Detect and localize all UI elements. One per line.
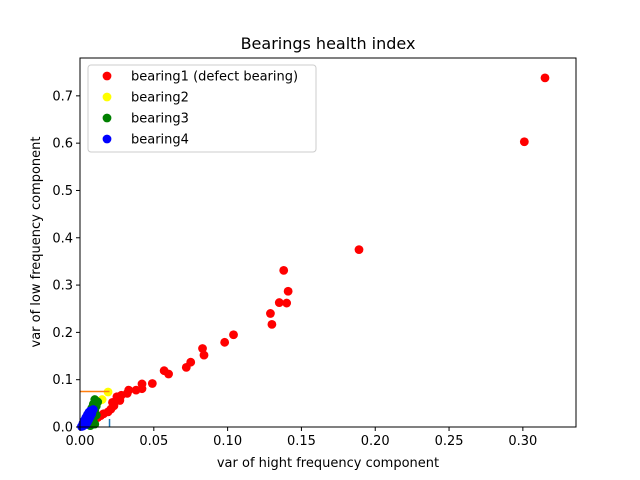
x-tick-label: 0.05 <box>139 434 168 449</box>
y-tick-label: 0.4 <box>52 231 73 246</box>
point-bearing1 <box>266 309 275 318</box>
y-tick-label: 0.5 <box>52 184 73 199</box>
y-tick-label: 0.2 <box>52 326 73 341</box>
x-tick-label: 0.25 <box>435 434 464 449</box>
y-tick-label: 0.1 <box>52 373 73 388</box>
legend-marker <box>102 71 112 81</box>
legend-label: bearing2 <box>131 91 189 106</box>
y-tick-label: 0.7 <box>52 89 73 104</box>
point-bearing1 <box>229 330 238 340</box>
point-bearing1 <box>274 298 284 307</box>
x-tick-label: 0.20 <box>361 434 390 449</box>
legend-label: bearing4 <box>131 133 189 148</box>
y-tick-label: 0.3 <box>52 279 73 294</box>
point-bearing1 <box>282 298 292 308</box>
point-bearing1 <box>181 362 191 372</box>
point-bearing1 <box>131 385 141 395</box>
plot-frame <box>79 57 577 428</box>
point-bearing1 <box>199 350 209 360</box>
legend-label: bearing3 <box>131 112 189 127</box>
point-bearing1 <box>354 245 364 255</box>
y-tick-label: 0.0 <box>52 421 73 436</box>
axis-ticks: 0.00 0.05 0.10 0.15 0.20 0.25 0.30 0.0 0.1 0.2 0.3… <box>52 89 537 449</box>
legend-marker <box>102 92 112 102</box>
x-axis-label: var of hight frequency component <box>217 456 439 471</box>
plot-marks <box>77 73 550 431</box>
legend-marker <box>102 134 112 144</box>
point-bearing1 <box>115 396 125 405</box>
legend-marker <box>102 113 112 123</box>
point-bearing1 <box>198 344 207 353</box>
point-bearing1 <box>519 137 529 147</box>
chart-title: Bearings health index <box>241 34 416 53</box>
point-bearing1 <box>283 286 293 296</box>
point-bearing1 <box>147 379 157 388</box>
x-tick-label: 0.30 <box>508 434 537 449</box>
legend-box <box>87 64 317 153</box>
legend-label: bearing1 (defect bearing) <box>131 70 298 85</box>
point-bearing1 <box>220 337 230 347</box>
y-axis-label: var of low frequency component <box>29 136 44 347</box>
x-tick-label: 0.00 <box>66 434 95 449</box>
point-bearing1 <box>540 73 550 83</box>
legend: bearing1 (defect bearing) bearing2 bearing… <box>87 64 317 153</box>
x-tick-label: 0.15 <box>287 434 316 449</box>
point-bearing1 <box>164 369 173 379</box>
y-tick-label: 0.6 <box>52 137 73 152</box>
point-bearing1 <box>267 319 277 329</box>
point-bearing1 <box>279 266 289 275</box>
x-tick-label: 0.10 <box>213 434 242 449</box>
